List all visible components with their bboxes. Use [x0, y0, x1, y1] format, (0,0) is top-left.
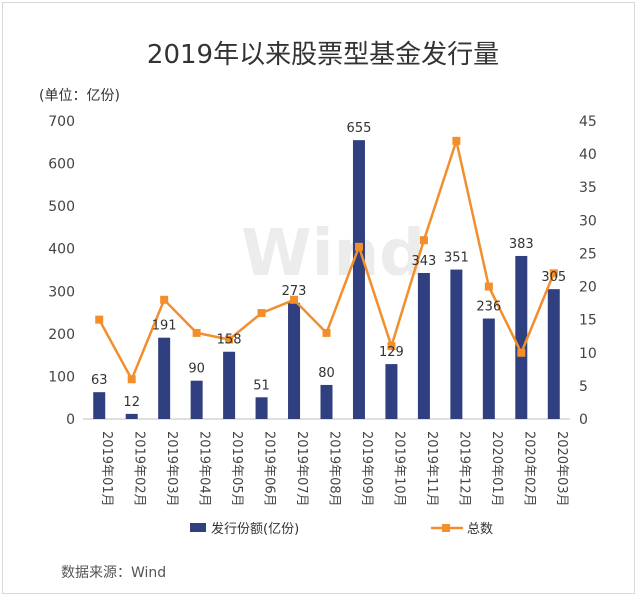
line-point — [95, 315, 104, 324]
x-tick-label: 2019年05月 — [229, 431, 244, 507]
bar-data-label: 51 — [253, 378, 270, 393]
legend-label-bar: 发行份额(亿份) — [211, 521, 299, 537]
bar — [125, 413, 138, 419]
bar — [482, 318, 495, 419]
bar-data-label: 655 — [347, 121, 372, 136]
bar-data-label: 12 — [123, 395, 140, 410]
bar — [450, 269, 463, 419]
line-point — [387, 342, 396, 351]
y-left-tick-label: 300 — [48, 284, 75, 300]
bar-data-label: 191 — [152, 319, 177, 334]
bar-data-label: 351 — [444, 251, 469, 266]
bar — [352, 140, 365, 419]
bar-data-label: 305 — [541, 270, 566, 285]
bar — [223, 351, 236, 419]
y-right-tick-label: 35 — [579, 180, 597, 196]
bar — [417, 272, 430, 419]
x-tick-label: 2020年01月 — [489, 431, 504, 507]
bar — [385, 364, 398, 419]
x-tick-label: 2019年02月 — [132, 431, 147, 507]
x-tick-label: 2019年03月 — [164, 431, 179, 507]
bar — [190, 380, 203, 419]
x-tick-label: 2019年09月 — [359, 431, 374, 507]
bar-data-label: 273 — [282, 284, 307, 299]
bar — [93, 392, 106, 419]
bar — [288, 302, 301, 419]
x-tick-label: 2019年08月 — [327, 431, 342, 507]
bar-data-label: 236 — [476, 300, 501, 315]
legend: 发行份额(亿份) 总数 — [190, 521, 493, 537]
y-left-tick-label: 500 — [48, 199, 75, 215]
line-point — [354, 242, 363, 251]
bar-data-label: 343 — [411, 254, 436, 269]
source-note: 数据来源：Wind — [61, 565, 166, 581]
chart-canvas: Wind 2019年以来股票型基金发行量 (单位：亿份) 01002003004… — [39, 40, 597, 581]
chart-title: 2019年以来股票型基金发行量 — [147, 40, 499, 70]
line-point — [160, 295, 169, 304]
x-tick-label: 2019年07月 — [294, 431, 309, 507]
bar — [515, 255, 528, 419]
y-left-tick-label: 100 — [48, 369, 75, 385]
bars-layer — [93, 140, 560, 419]
bar-data-label: 63 — [91, 373, 108, 388]
x-tick-label: 2019年06月 — [262, 431, 277, 507]
x-tick-label: 2019年10月 — [391, 431, 406, 507]
x-tick-label: 2020年02月 — [521, 431, 536, 507]
x-tick-label: 2019年11月 — [424, 431, 439, 507]
line-point — [322, 328, 331, 337]
y-left-unit-label: (单位：亿份) — [39, 88, 120, 104]
labels-layer: 63 12 191 90 158 51 273 80 655 129 343 351 236 383 305 — [91, 121, 566, 410]
line-point — [549, 269, 558, 278]
watermark-text: Wind — [241, 217, 425, 291]
y-left-tick-label: 400 — [48, 242, 75, 258]
line-point — [290, 295, 299, 304]
line-point — [484, 282, 493, 291]
bar-data-label: 90 — [188, 362, 205, 377]
x-tick-label: 2020年03月 — [554, 431, 569, 507]
legend-swatch-marker — [442, 524, 450, 532]
x-tick-label: 2019年12月 — [456, 431, 471, 507]
y-right-tick-label: 0 — [579, 412, 588, 428]
bar — [320, 384, 333, 419]
y-left-tick-label: 700 — [48, 114, 75, 130]
y-right-tick-label: 15 — [579, 313, 597, 329]
bar — [255, 397, 268, 419]
bar — [158, 337, 171, 419]
y-right-tick-label: 40 — [579, 147, 597, 163]
line-point — [517, 348, 526, 357]
y-right-tick-label: 5 — [579, 379, 588, 395]
bar-data-label: 158 — [217, 333, 242, 348]
line-point — [419, 236, 428, 245]
y-left-tick-label: 600 — [48, 157, 75, 173]
bar-data-label: 80 — [318, 366, 335, 381]
y-left-tick-label: 0 — [66, 412, 75, 428]
bar-data-label: 129 — [379, 345, 404, 360]
bar-data-label: 383 — [509, 237, 534, 252]
legend-swatch-bar — [190, 523, 206, 532]
bar — [547, 289, 560, 419]
line-layer — [95, 136, 558, 384]
y-right-tick-label: 10 — [579, 346, 597, 362]
y-right-tick-label: 30 — [579, 213, 597, 229]
line-point — [192, 328, 201, 337]
axes-layer: 0 100 200 300 400 500 600 700 0 5 10 15 20 25 30 35 40 45… — [48, 114, 597, 507]
y-left-tick-label: 200 — [48, 327, 75, 343]
line-point — [452, 136, 461, 145]
line-point — [257, 309, 266, 318]
legend-label-line: 总数 — [467, 522, 493, 537]
line-point — [225, 335, 234, 344]
x-tick-label: 2019年04月 — [197, 431, 212, 507]
line-point — [127, 375, 136, 384]
y-right-tick-label: 20 — [579, 280, 597, 296]
y-right-tick-label: 45 — [579, 114, 597, 130]
y-right-tick-label: 25 — [579, 246, 597, 262]
x-tick-label: 2019年01月 — [99, 431, 114, 507]
